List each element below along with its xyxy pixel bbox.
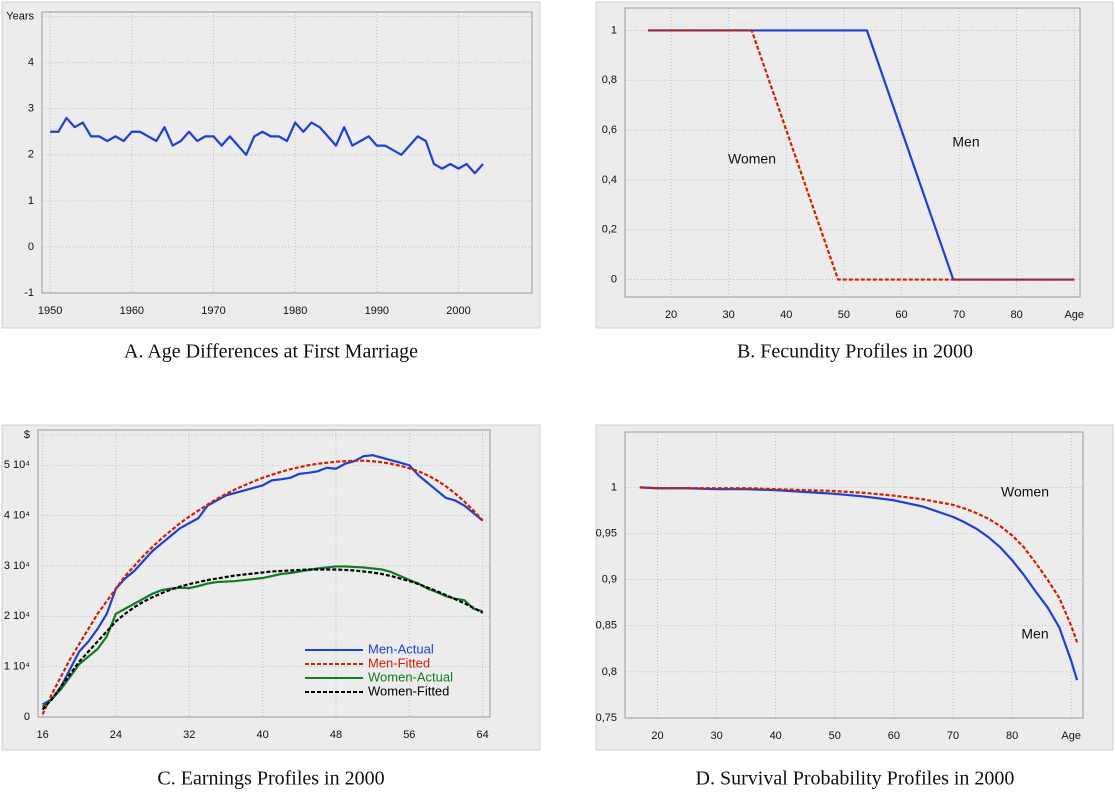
y-tick-label: 2 10⁴: [4, 610, 30, 622]
plot-frame: [41, 11, 533, 294]
y-tick-label: -1: [24, 287, 34, 299]
panel: [1, 424, 541, 751]
y-tick-label: 3 10⁴: [4, 560, 30, 572]
x-tick-label: 1990: [365, 305, 389, 317]
y-tick-label: 0,8: [602, 666, 617, 678]
x-tick-label: 70: [947, 730, 959, 742]
x-tick-label: Age: [1064, 309, 1084, 321]
y-tick-label: 1: [611, 24, 617, 36]
x-tick-label: 1980: [283, 305, 307, 317]
y-tick-label: 0,6: [602, 124, 617, 136]
y-tick-label: 0: [611, 273, 617, 285]
panel: [595, 424, 1114, 751]
y-tick-label: 0,9: [602, 574, 617, 586]
y-tick-label: 5 10⁴: [4, 459, 30, 471]
x-tick-label: 32: [183, 729, 195, 741]
y-tick-label: 0: [24, 711, 30, 723]
legend-label: Women-Fitted: [368, 683, 449, 698]
y-tick-label: 0,8: [602, 74, 617, 86]
x-tick-label: 30: [710, 730, 722, 742]
y-tick-label: 3: [28, 103, 34, 115]
x-tick-label: 60: [895, 309, 907, 321]
series-line: [41, 568, 484, 711]
y-tick-label: 2: [28, 149, 34, 161]
y-tick-label: 0,2: [602, 224, 617, 236]
x-tick-label: 16: [36, 729, 48, 741]
x-tick-label: 1970: [201, 305, 225, 317]
panel: [595, 1, 1114, 329]
x-tick-label: 80: [1006, 730, 1018, 742]
chart-title: A. Age Differences at First Marriage: [124, 341, 418, 363]
x-tick-label: Age: [1061, 730, 1081, 742]
x-tick-label: 20: [651, 730, 663, 742]
y-tick-label: 1 10⁴: [4, 661, 30, 673]
x-tick-label: 48: [330, 729, 342, 741]
y-tick-label: Years: [6, 11, 34, 23]
series-line: [50, 116, 484, 175]
x-tick-label: 40: [770, 730, 782, 742]
x-tick-label: 1960: [120, 305, 144, 317]
x-tick-label: 24: [110, 729, 122, 741]
series-line: [41, 459, 484, 715]
series-label: Men: [1021, 626, 1048, 642]
y-tick-label: 0,4: [602, 174, 617, 186]
series-line: [41, 565, 483, 708]
series-line: [639, 486, 1079, 643]
y-tick-label: 0,75: [596, 712, 617, 724]
series-label: Men: [952, 134, 979, 150]
x-tick-label: 64: [477, 729, 489, 741]
x-tick-label: 50: [838, 309, 850, 321]
legend-label: Women-Actual: [368, 669, 453, 684]
x-tick-label: 30: [723, 309, 735, 321]
y-tick-label: 4: [28, 57, 34, 69]
chart-title: D. Survival Probability Profiles in 2000: [696, 768, 1015, 790]
x-tick-label: 40: [256, 729, 268, 741]
y-tick-label: 1: [28, 195, 34, 207]
y-tick-label: 0,85: [596, 620, 617, 632]
y-tick-label: $: [24, 429, 30, 441]
legend-label: Men-Actual: [368, 641, 434, 656]
x-tick-label: 20: [665, 309, 677, 321]
x-tick-label: 40: [780, 309, 792, 321]
chart-title: C. Earnings Profiles in 2000: [157, 768, 384, 790]
plot-frame: [624, 7, 1081, 298]
series-line: [648, 29, 1075, 281]
y-tick-label: 0: [28, 241, 34, 253]
legend-label: Men-Fitted: [368, 655, 430, 670]
chart-title: B. Fecundity Profiles in 2000: [737, 341, 973, 363]
x-tick-label: 60: [888, 730, 900, 742]
x-tick-label: 70: [953, 309, 965, 321]
plot-frame: [624, 431, 1084, 719]
x-tick-label: 2000: [446, 305, 470, 317]
x-tick-label: 56: [403, 729, 415, 741]
y-tick-label: 4 10⁴: [4, 510, 30, 522]
y-tick-label: 1: [611, 481, 617, 493]
series-label: Women: [728, 151, 776, 167]
panel: [1, 1, 541, 329]
plot-frame: [37, 429, 491, 718]
series-label: Women: [1001, 484, 1049, 500]
x-tick-label: 1950: [38, 305, 62, 317]
x-tick-label: 80: [1011, 309, 1023, 321]
x-tick-label: 50: [829, 730, 841, 742]
y-tick-label: 0,95: [596, 527, 617, 539]
